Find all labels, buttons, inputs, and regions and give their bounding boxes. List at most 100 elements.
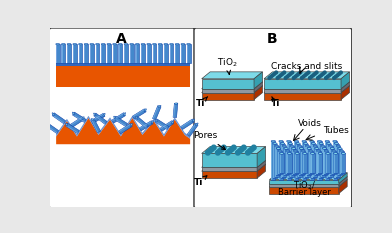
Polygon shape: [318, 154, 322, 173]
Circle shape: [339, 71, 342, 74]
Ellipse shape: [103, 113, 105, 116]
Ellipse shape: [279, 140, 283, 142]
Ellipse shape: [325, 140, 329, 142]
Polygon shape: [132, 109, 146, 119]
Polygon shape: [152, 44, 154, 63]
Circle shape: [333, 77, 336, 79]
Ellipse shape: [287, 140, 291, 142]
Polygon shape: [287, 154, 292, 173]
Polygon shape: [341, 82, 350, 93]
Polygon shape: [296, 144, 297, 178]
Polygon shape: [334, 154, 338, 173]
Polygon shape: [118, 44, 122, 63]
Polygon shape: [96, 44, 100, 63]
Polygon shape: [296, 144, 300, 178]
Polygon shape: [155, 119, 169, 130]
Ellipse shape: [311, 143, 316, 144]
Polygon shape: [310, 154, 315, 173]
Polygon shape: [286, 151, 290, 174]
Polygon shape: [310, 141, 311, 180]
Polygon shape: [175, 44, 176, 63]
Polygon shape: [341, 154, 342, 173]
Polygon shape: [279, 154, 281, 173]
Ellipse shape: [130, 123, 132, 126]
Circle shape: [247, 149, 252, 153]
Circle shape: [279, 74, 282, 77]
Circle shape: [338, 72, 341, 75]
Text: Ti: Ti: [194, 176, 207, 187]
Polygon shape: [124, 44, 128, 63]
Polygon shape: [155, 121, 167, 130]
Text: Cracks and slits: Cracks and slits: [271, 62, 342, 71]
Polygon shape: [287, 141, 291, 180]
Circle shape: [302, 75, 305, 78]
Polygon shape: [73, 112, 86, 122]
Circle shape: [270, 75, 272, 78]
Ellipse shape: [158, 43, 162, 45]
Polygon shape: [276, 149, 278, 175]
Circle shape: [284, 77, 287, 79]
Polygon shape: [278, 151, 282, 174]
Ellipse shape: [172, 121, 174, 124]
Polygon shape: [201, 93, 254, 99]
Ellipse shape: [82, 117, 84, 120]
Ellipse shape: [73, 43, 77, 45]
Ellipse shape: [333, 140, 337, 142]
Polygon shape: [325, 141, 329, 180]
Circle shape: [331, 71, 334, 74]
Text: TiO$_2$: TiO$_2$: [217, 56, 238, 75]
Ellipse shape: [158, 105, 161, 107]
Ellipse shape: [299, 148, 303, 149]
Circle shape: [289, 72, 292, 75]
Polygon shape: [326, 154, 327, 173]
Ellipse shape: [279, 153, 284, 154]
Polygon shape: [341, 72, 350, 89]
Polygon shape: [181, 119, 193, 127]
Polygon shape: [310, 154, 312, 173]
Circle shape: [328, 74, 331, 77]
Polygon shape: [254, 82, 263, 93]
Polygon shape: [90, 44, 91, 63]
Polygon shape: [107, 44, 111, 63]
Polygon shape: [62, 44, 65, 63]
Polygon shape: [164, 44, 165, 63]
Ellipse shape: [155, 119, 157, 122]
Ellipse shape: [78, 43, 82, 45]
Circle shape: [298, 72, 300, 75]
Ellipse shape: [315, 148, 319, 149]
Ellipse shape: [170, 43, 173, 45]
Polygon shape: [302, 141, 306, 180]
Polygon shape: [201, 86, 263, 93]
Polygon shape: [319, 144, 320, 178]
Polygon shape: [298, 146, 299, 177]
Polygon shape: [158, 44, 160, 63]
Ellipse shape: [62, 43, 65, 45]
Polygon shape: [91, 113, 105, 123]
Polygon shape: [114, 118, 126, 127]
Ellipse shape: [181, 43, 185, 45]
Polygon shape: [113, 44, 116, 63]
Ellipse shape: [316, 150, 321, 152]
Polygon shape: [62, 44, 63, 63]
Polygon shape: [295, 154, 296, 173]
Circle shape: [250, 147, 254, 151]
Ellipse shape: [195, 123, 198, 125]
Polygon shape: [45, 125, 57, 134]
Ellipse shape: [302, 140, 306, 142]
Polygon shape: [286, 151, 287, 174]
Polygon shape: [284, 149, 285, 175]
Ellipse shape: [296, 143, 300, 144]
Ellipse shape: [101, 43, 105, 45]
Circle shape: [271, 74, 274, 77]
Polygon shape: [201, 164, 265, 171]
Polygon shape: [118, 44, 120, 63]
Ellipse shape: [294, 140, 298, 142]
Ellipse shape: [295, 153, 299, 154]
Polygon shape: [301, 151, 302, 174]
Polygon shape: [257, 164, 265, 178]
Polygon shape: [302, 141, 303, 180]
Polygon shape: [91, 120, 98, 133]
Circle shape: [321, 72, 325, 75]
Ellipse shape: [281, 143, 285, 144]
Polygon shape: [135, 44, 136, 63]
